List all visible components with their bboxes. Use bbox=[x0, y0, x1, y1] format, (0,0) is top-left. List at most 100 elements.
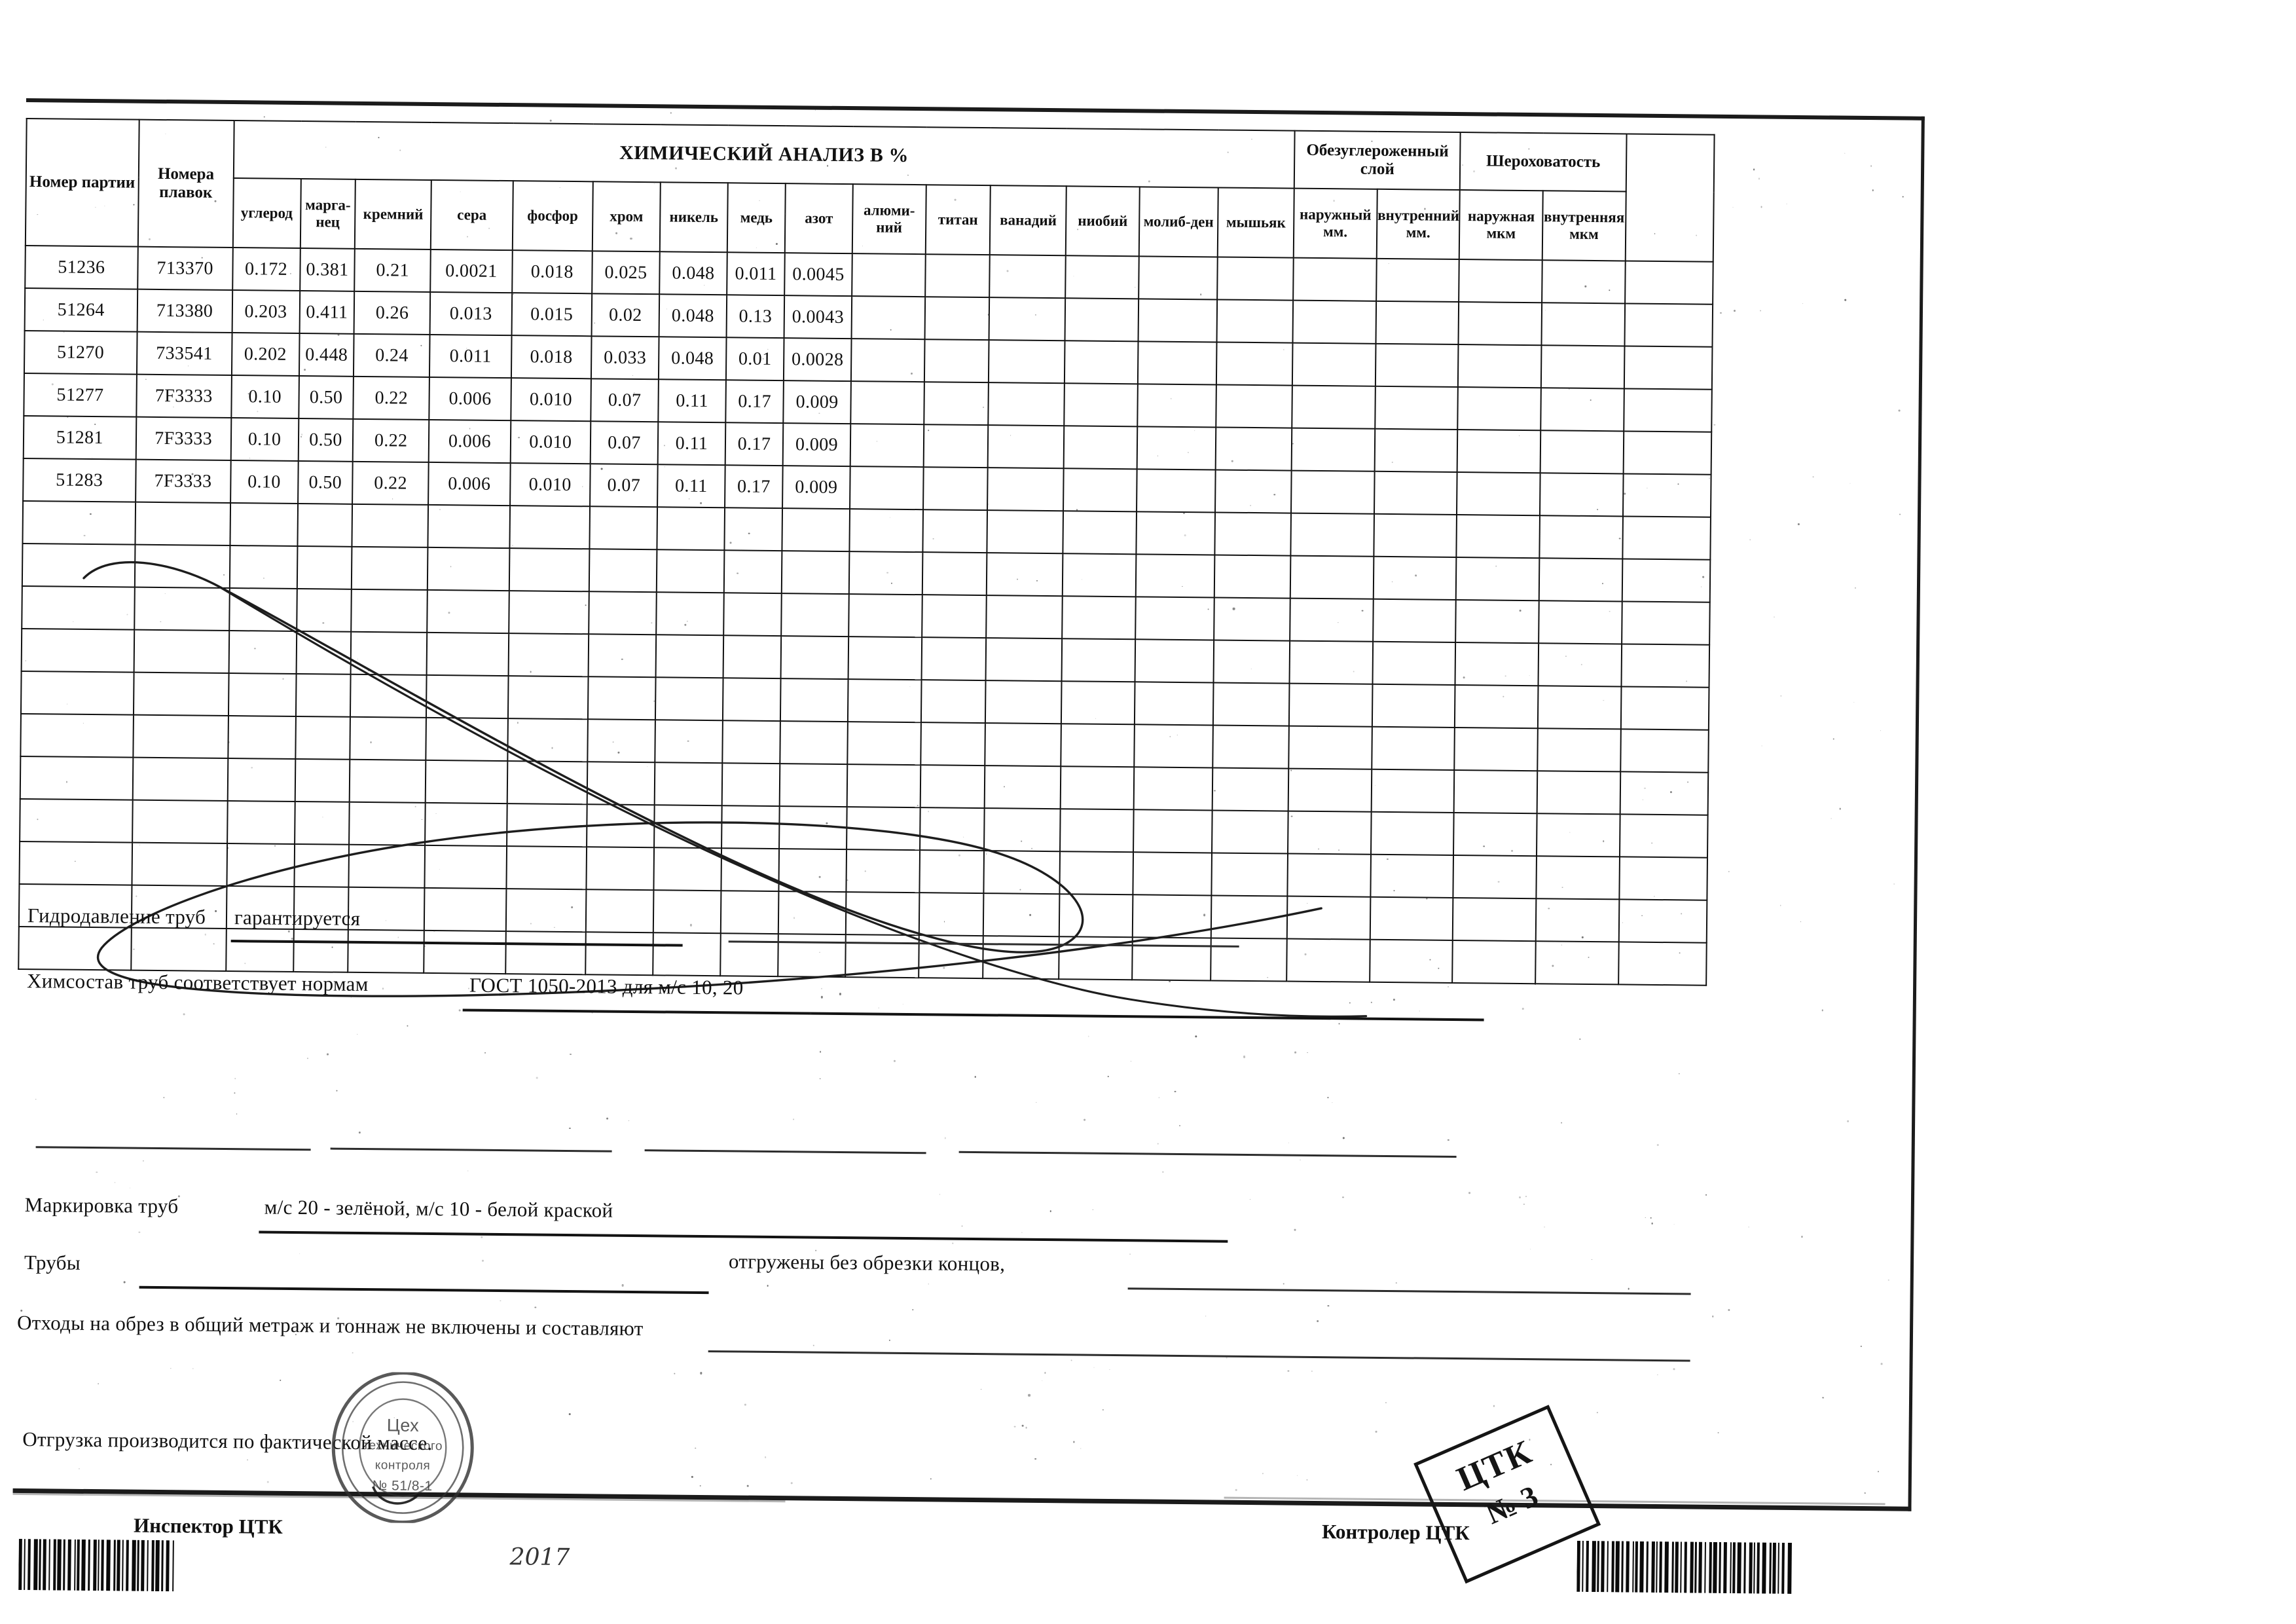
cell-empty bbox=[1622, 559, 1711, 602]
cell-chem-1: 0.381 bbox=[299, 248, 355, 291]
scan-speck bbox=[185, 439, 187, 441]
cell-empty bbox=[1214, 512, 1292, 556]
scan-speck bbox=[123, 1281, 126, 1283]
scan-speck bbox=[301, 436, 302, 437]
cell-rough-1 bbox=[1541, 303, 1625, 346]
cell-rough-0 bbox=[1457, 430, 1541, 473]
cell-empty bbox=[849, 509, 923, 553]
cell-empty bbox=[919, 850, 985, 894]
cell-decarb-1 bbox=[1376, 258, 1460, 303]
header-sulfur: сера bbox=[430, 179, 513, 251]
scan-speck bbox=[1525, 1195, 1527, 1197]
cell-empty bbox=[1134, 682, 1214, 726]
scan-speck bbox=[784, 213, 786, 215]
cell-rough-0 bbox=[1457, 472, 1540, 516]
waste-rule bbox=[708, 1350, 1690, 1362]
cell-empty bbox=[20, 756, 134, 800]
scan-speck bbox=[1262, 1472, 1264, 1475]
scan-speck bbox=[1073, 1441, 1075, 1443]
header-phosphorus: фосфор bbox=[512, 181, 593, 251]
scan-speck bbox=[1025, 1426, 1027, 1429]
cell-empty bbox=[1060, 809, 1134, 853]
cell-empty bbox=[587, 719, 655, 763]
scan-speck bbox=[812, 1344, 814, 1346]
scan-speck bbox=[1019, 889, 1021, 891]
header-group-chemical-analysis: ХИМИЧЕСКИЙ АНАЛИЗ В % bbox=[233, 120, 1295, 189]
cell-empty bbox=[426, 674, 509, 719]
cell-empty bbox=[506, 846, 587, 890]
scan-speck bbox=[1503, 695, 1504, 697]
scan-speck bbox=[1292, 443, 1294, 445]
scan-speck bbox=[1392, 581, 1393, 583]
scan-speck bbox=[748, 532, 750, 534]
header-group-decarburized-layer: Обезуглероженный слой bbox=[1294, 130, 1461, 191]
scan-speck bbox=[1107, 1075, 1109, 1077]
scan-speck bbox=[1273, 494, 1275, 496]
cell-chem-10 bbox=[922, 467, 989, 511]
cell-empty bbox=[1211, 895, 1288, 939]
scan-speck bbox=[327, 1053, 329, 1056]
cell-chem-9 bbox=[852, 253, 926, 297]
hydro-pressure-value: гарантируется bbox=[234, 906, 361, 930]
scan-speck bbox=[1548, 907, 1550, 910]
cell-empty bbox=[135, 502, 230, 546]
cell-empty bbox=[778, 934, 846, 978]
cell-empty bbox=[1370, 811, 1455, 855]
cell-empty bbox=[1539, 600, 1622, 644]
cell-chem-12 bbox=[1063, 426, 1138, 470]
cell-chem-0: 0.203 bbox=[232, 290, 300, 334]
scan-speck bbox=[337, 1317, 339, 1320]
scan-speck bbox=[1374, 784, 1376, 786]
cell-decarb-1 bbox=[1374, 428, 1458, 473]
scan-speck bbox=[949, 950, 951, 953]
cell-empty bbox=[847, 679, 922, 723]
cell-empty bbox=[1618, 942, 1707, 986]
cell-batch-number: 51281 bbox=[23, 415, 137, 460]
cell-decarb-1 bbox=[1375, 343, 1459, 388]
scan-speck bbox=[393, 1416, 395, 1418]
cell-chem-5: 0.033 bbox=[591, 336, 659, 380]
scan-speck bbox=[927, 430, 929, 432]
cell-empty bbox=[1539, 558, 1623, 602]
scan-speck bbox=[1880, 1363, 1883, 1365]
cell-empty bbox=[920, 765, 985, 809]
cell-chem-1: 0.50 bbox=[298, 418, 354, 462]
cell-empty bbox=[1063, 553, 1137, 597]
scan-speck bbox=[347, 907, 350, 909]
scan-speck bbox=[744, 1403, 747, 1406]
cell-batch-number: 51277 bbox=[24, 373, 137, 417]
scan-speck bbox=[1371, 140, 1373, 142]
cell-decarb-0 bbox=[1292, 342, 1376, 386]
scan-speck bbox=[170, 1367, 172, 1369]
scan-speck bbox=[254, 648, 256, 650]
scan-speck bbox=[234, 1092, 236, 1094]
cell-empty bbox=[1454, 769, 1538, 814]
cell-chem-13 bbox=[1136, 469, 1216, 513]
cell-empty bbox=[778, 849, 847, 893]
scan-speck bbox=[295, 1334, 297, 1335]
cell-empty bbox=[654, 805, 722, 849]
cell-empty bbox=[227, 800, 295, 844]
header-heat-numbers: Номера плавок bbox=[137, 119, 234, 248]
chem-norm-label: Химсостав труб соответствует нормам bbox=[26, 969, 369, 996]
cell-empty bbox=[426, 717, 508, 762]
scan-speck bbox=[1797, 523, 1800, 526]
cell-chem-12 bbox=[1065, 341, 1139, 384]
marking-value-rule bbox=[259, 1230, 1228, 1243]
scan-speck bbox=[435, 813, 437, 815]
cell-empty bbox=[721, 805, 780, 849]
scan-speck bbox=[1894, 883, 1895, 885]
cell-empty bbox=[19, 841, 132, 885]
scan-speck bbox=[1902, 196, 1904, 198]
cell-empty bbox=[847, 722, 921, 766]
cell-decarb-0 bbox=[1291, 428, 1376, 471]
cell-chem-0: 0.172 bbox=[232, 248, 301, 291]
scan-speck bbox=[423, 945, 426, 947]
scan-speck bbox=[1865, 1492, 1867, 1494]
cell-chem-2: 0.22 bbox=[352, 461, 429, 505]
scan-speck bbox=[1235, 1488, 1237, 1491]
scan-speck bbox=[674, 1373, 676, 1375]
cell-chem-8: 0.0045 bbox=[784, 253, 852, 297]
pipes-label: Трубы bbox=[24, 1251, 81, 1274]
cell-empty bbox=[1373, 556, 1457, 600]
